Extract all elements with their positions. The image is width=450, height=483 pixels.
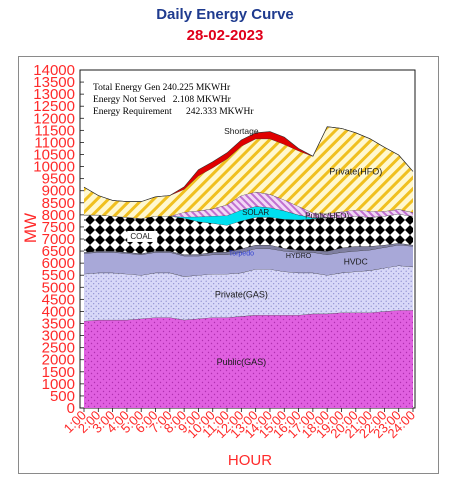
y-tick-label: 0 [67,400,75,417]
series-label-private-gas: Private(GAS) [215,290,268,300]
series-label-public-gas: Public(GAS) [217,357,267,367]
x-axis-label: HOUR [228,452,272,469]
y-tick-label: 8000 [42,207,75,224]
area-private-gas [84,265,413,322]
y-tick-label: 6000 [42,255,75,272]
y-tick-label: 7500 [42,219,75,236]
y-tick-label: 13500 [33,74,75,91]
y-tick-label: 11500 [34,122,75,139]
series-labels: Shortage Private(HFO) SOLAR Public(HFO) COAL… [127,126,382,367]
area-public-hfo [84,191,413,219]
area-coal [84,214,413,255]
y-tick-label: 12500 [33,98,75,115]
area-shortage [84,126,413,202]
series-label-torpedo: Torpedo [229,251,254,258]
x-axis: 1:002:003:004:005:006:007:008:009:0010:0… [61,408,419,442]
series-label-coal: COAL [130,232,152,241]
y-tick-label: 3500 [42,316,75,333]
y-tick-label: 9000 [42,183,75,200]
series-label-shortage: Shortage [224,126,259,136]
y-tick-label: 1000 [42,376,75,393]
y-tick-label: 5000 [42,279,75,296]
summary-not-served: Energy Not Served 2.108 MKWHr [93,95,232,105]
y-tick-label: 13000 [33,86,75,103]
y-tick-label: 9500 [42,171,75,188]
y-tick-label: 7000 [42,231,75,248]
y-tick-label: 3000 [42,328,75,345]
area-public-gas [84,310,413,408]
y-tick-label: 4000 [42,303,75,320]
y-tick-label: 4500 [42,291,75,308]
y-tick-label: 2000 [42,352,75,369]
y-tick-label: 14000 [33,62,75,79]
area-solar [84,206,413,226]
area-private-hfo [84,126,413,219]
y-tick-label: 2500 [42,340,75,357]
series-label-solar: SOLAR [242,208,269,217]
y-tick-label: 11000 [34,134,75,151]
series-layers [83,126,414,408]
series-label-private-hfo: Private(HFO) [329,166,382,176]
series-label-public-hfo: Public(HFO) [305,211,349,220]
area-hvdc [84,245,413,277]
y-tick-label: 6500 [42,243,75,260]
area-hydro [84,243,413,256]
summary-total-gen: Total Energy Gen 240.225 MKWHr [93,83,231,93]
label-bg-coal [127,230,158,242]
y-tick-label: 1500 [42,364,75,381]
y-tick-label: 8500 [42,195,75,212]
y-tick-label: 10000 [33,159,75,176]
y-axis: 0500100015002000250030003500400045005000… [33,62,84,417]
y-tick-label: 12000 [33,110,75,127]
y-tick-label: 500 [50,388,75,405]
series-label-hydro: HYDRO [286,253,312,260]
area-edge-shortage [83,126,414,202]
series-label-hvdc: HVDC [344,256,368,266]
chart-frame [18,56,439,474]
chart-date: 28-02-2023 [186,27,264,44]
y-tick-label: 5500 [42,267,75,284]
y-tick-label: 10500 [33,147,75,164]
summary-box: Total Energy Gen 240.225 MKWHr Energy No… [93,83,254,117]
y-axis-label: MW [21,213,40,243]
chart-title: Daily Energy Curve [156,6,294,23]
summary-requirement: Energy Requirement 242.333 MKWHr [93,107,254,117]
